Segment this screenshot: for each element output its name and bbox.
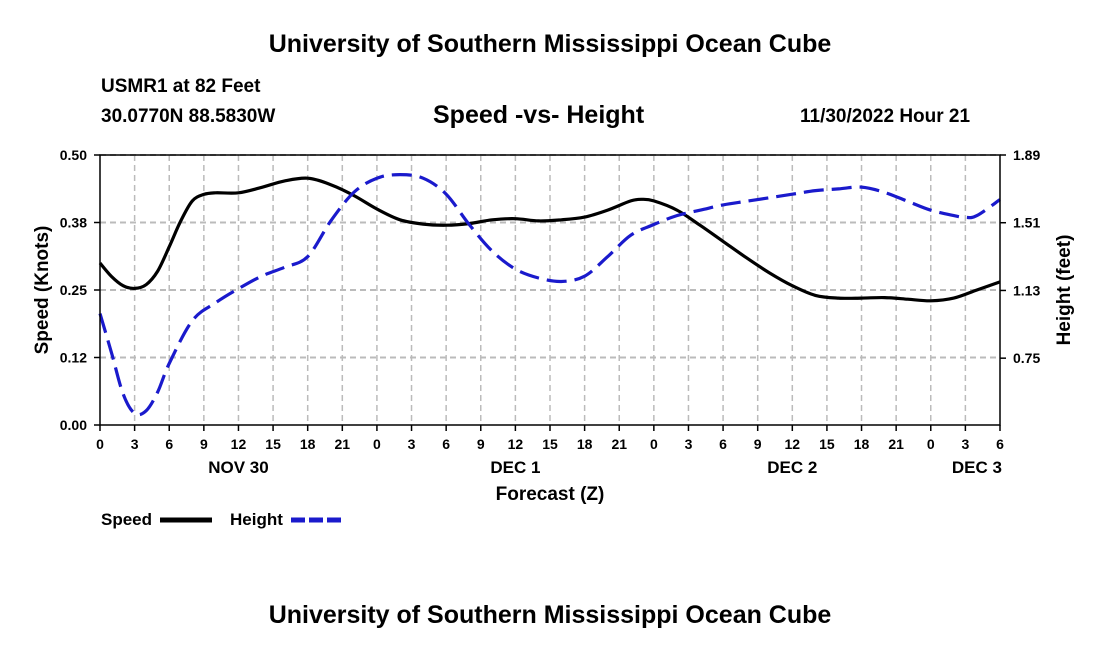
footer-title: University of Southern Mississippi Ocean… [268, 601, 832, 629]
x-tick-label: 18 [300, 436, 316, 452]
station-label: USMR1 at 82 Feet [101, 76, 261, 97]
y-tick-label: 0.50 [60, 147, 87, 163]
day-label: DEC 1 [490, 458, 540, 477]
x-tick-label: 0 [650, 436, 658, 452]
x-tick-label: 12 [508, 436, 524, 452]
series-layer [98, 173, 1001, 417]
x-tick-label: 6 [996, 436, 1004, 452]
forecast-datetime: 11/30/2022 Hour 21 [800, 106, 971, 127]
x-tick-label: 6 [719, 436, 727, 452]
y2-tick-label: 1.13 [1013, 282, 1040, 298]
x-tick-label: 15 [265, 436, 281, 452]
x-tick-label: 0 [373, 436, 381, 452]
y-axis-label: Speed (Knots) [32, 226, 53, 355]
x-axis-label: Forecast (Z) [496, 484, 605, 505]
x-tick-label: 6 [442, 436, 450, 452]
day-label: DEC 2 [767, 458, 817, 477]
x-tick-label: 0 [927, 436, 935, 452]
y-tick-label: 0.38 [60, 215, 87, 231]
x-tick-label: 21 [335, 436, 351, 452]
x-tick-label: 9 [754, 436, 762, 452]
y2-tick-label: 1.51 [1013, 215, 1040, 231]
speed-series-line [98, 176, 1001, 303]
legend-height-label: Height [230, 510, 283, 529]
x-tick-label: 6 [165, 436, 173, 452]
height-series-line [98, 173, 1001, 417]
y-tick-label: 0.00 [60, 417, 87, 433]
day-label: NOV 30 [208, 458, 268, 477]
x-tick-label: 0 [96, 436, 104, 452]
x-tick-label: 18 [577, 436, 593, 452]
y2-tick-label: 1.89 [1013, 147, 1040, 163]
x-tick-label: 3 [408, 436, 416, 452]
day-label: DEC 3 [952, 458, 1002, 477]
x-tick-label: 3 [685, 436, 693, 452]
x-tick-label: 9 [477, 436, 485, 452]
axis-layer: 0 3 6 9 12 15 18 21 0 3 6 9 12 15 18 21 0 3 6 9 12 15 18 21 0 3 6 0… [60, 147, 1041, 477]
legend: Speed Height [101, 510, 343, 529]
y-tick-label: 0.25 [60, 282, 87, 298]
x-tick-label: 15 [542, 436, 558, 452]
y2-axis-label: Height (feet) [1054, 235, 1075, 346]
y-tick-label: 0.12 [60, 350, 87, 366]
main-title: University of Southern Mississippi Ocean… [268, 30, 832, 58]
legend-speed-label: Speed [101, 510, 152, 529]
x-tick-label: 21 [888, 436, 904, 452]
grid-layer [100, 154, 1000, 425]
x-tick-label: 3 [131, 436, 139, 452]
x-tick-label: 12 [785, 436, 801, 452]
x-tick-label: 12 [231, 436, 247, 452]
x-tick-label: 15 [819, 436, 835, 452]
x-tick-label: 3 [961, 436, 969, 452]
station-coords: 30.0770N 88.5830W [101, 106, 276, 127]
x-tick-label: 18 [854, 436, 870, 452]
x-tick-label: 21 [611, 436, 627, 452]
x-tick-label: 9 [200, 436, 208, 452]
y2-tick-label: 0.75 [1013, 350, 1040, 366]
chart-title: Speed -vs- Height [433, 101, 645, 129]
